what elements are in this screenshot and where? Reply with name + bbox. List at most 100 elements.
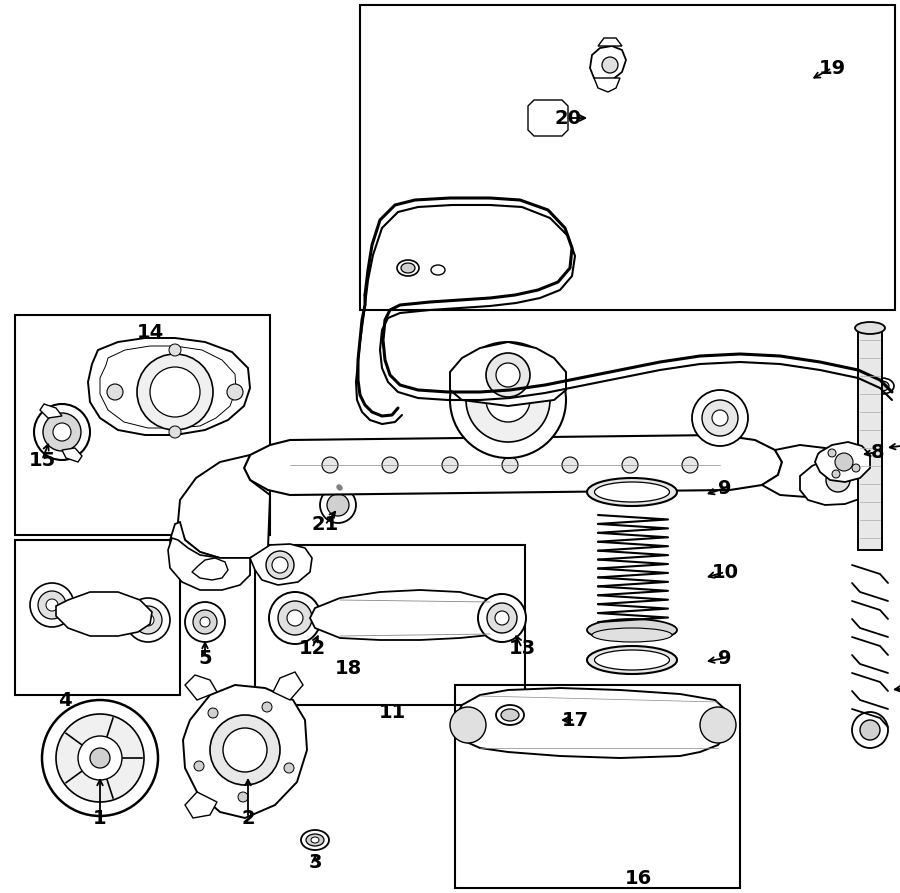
Circle shape <box>107 384 123 400</box>
Bar <box>15 315 270 535</box>
Polygon shape <box>244 435 782 495</box>
Circle shape <box>327 452 363 488</box>
Text: 16: 16 <box>625 869 652 888</box>
Ellipse shape <box>501 709 519 721</box>
Circle shape <box>852 464 860 472</box>
Circle shape <box>200 617 210 627</box>
Circle shape <box>208 708 218 718</box>
Polygon shape <box>815 442 870 482</box>
Circle shape <box>169 426 181 438</box>
Circle shape <box>193 610 217 634</box>
Circle shape <box>269 592 321 644</box>
Polygon shape <box>192 558 228 580</box>
Ellipse shape <box>870 378 894 394</box>
Circle shape <box>602 57 618 73</box>
Ellipse shape <box>301 830 329 850</box>
Circle shape <box>43 413 81 451</box>
Ellipse shape <box>587 646 677 674</box>
Circle shape <box>487 603 517 633</box>
Polygon shape <box>273 672 303 700</box>
Polygon shape <box>185 675 217 700</box>
Circle shape <box>223 728 267 772</box>
Text: 9: 9 <box>718 648 732 667</box>
Polygon shape <box>170 522 250 585</box>
Text: 12: 12 <box>299 638 326 657</box>
Circle shape <box>169 344 181 356</box>
Polygon shape <box>762 445 858 498</box>
Circle shape <box>450 707 486 743</box>
Polygon shape <box>56 592 152 636</box>
Bar <box>15 540 180 695</box>
Circle shape <box>90 748 110 768</box>
Circle shape <box>622 457 638 473</box>
Circle shape <box>78 736 122 780</box>
Ellipse shape <box>397 260 419 276</box>
Circle shape <box>860 720 880 740</box>
Polygon shape <box>590 46 626 82</box>
Polygon shape <box>178 455 270 558</box>
Ellipse shape <box>306 834 324 846</box>
Text: 20: 20 <box>554 109 581 128</box>
Circle shape <box>320 487 356 523</box>
Circle shape <box>185 602 225 642</box>
Circle shape <box>150 367 200 417</box>
Text: 15: 15 <box>29 450 56 470</box>
Circle shape <box>210 715 280 785</box>
Ellipse shape <box>595 482 670 502</box>
Circle shape <box>53 423 71 441</box>
Polygon shape <box>62 448 82 462</box>
Text: 19: 19 <box>818 59 846 78</box>
Text: 9: 9 <box>718 479 732 497</box>
Circle shape <box>142 614 154 626</box>
Circle shape <box>46 599 58 611</box>
Polygon shape <box>858 330 882 550</box>
Circle shape <box>322 457 338 473</box>
Circle shape <box>262 702 272 712</box>
Text: 5: 5 <box>198 648 212 667</box>
Circle shape <box>495 611 509 625</box>
Circle shape <box>278 601 312 635</box>
Polygon shape <box>455 688 728 758</box>
Circle shape <box>30 583 74 627</box>
Text: 10: 10 <box>712 563 739 581</box>
Circle shape <box>227 384 243 400</box>
Circle shape <box>34 404 90 460</box>
Text: 18: 18 <box>335 658 362 678</box>
Circle shape <box>466 358 550 442</box>
Circle shape <box>327 494 349 516</box>
Circle shape <box>496 363 520 387</box>
Ellipse shape <box>543 114 553 122</box>
Ellipse shape <box>401 263 415 273</box>
Text: 3: 3 <box>308 853 322 872</box>
Text: 1: 1 <box>94 808 107 828</box>
Circle shape <box>692 390 748 446</box>
Polygon shape <box>250 544 312 585</box>
Circle shape <box>266 551 294 579</box>
Ellipse shape <box>536 110 560 126</box>
Circle shape <box>852 712 888 748</box>
Circle shape <box>700 707 736 743</box>
Polygon shape <box>800 456 872 505</box>
Ellipse shape <box>587 478 677 506</box>
Polygon shape <box>337 487 342 489</box>
Circle shape <box>835 453 853 471</box>
Circle shape <box>486 353 530 397</box>
Circle shape <box>287 610 303 626</box>
Circle shape <box>137 354 213 430</box>
Circle shape <box>828 449 836 457</box>
Polygon shape <box>598 38 622 46</box>
Circle shape <box>134 606 162 634</box>
Bar <box>255 545 525 705</box>
Circle shape <box>832 470 840 478</box>
Circle shape <box>502 457 518 473</box>
Ellipse shape <box>587 619 677 641</box>
Circle shape <box>478 594 526 642</box>
Text: 17: 17 <box>562 711 589 730</box>
Circle shape <box>194 761 204 771</box>
Polygon shape <box>528 100 568 136</box>
Ellipse shape <box>595 650 670 670</box>
Circle shape <box>238 792 248 802</box>
Text: 2: 2 <box>241 808 255 828</box>
Circle shape <box>682 457 698 473</box>
Polygon shape <box>450 342 566 406</box>
